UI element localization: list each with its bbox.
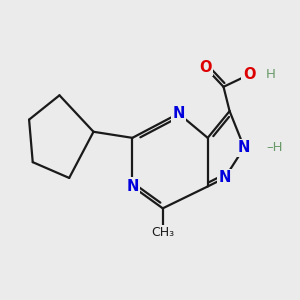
- Text: N: N: [218, 170, 231, 185]
- Text: N: N: [126, 179, 139, 194]
- Text: CH₃: CH₃: [151, 226, 174, 239]
- Text: O: O: [243, 67, 255, 82]
- Text: N: N: [238, 140, 250, 155]
- Text: –H: –H: [266, 141, 283, 154]
- Text: N: N: [172, 106, 185, 121]
- Text: O: O: [199, 60, 211, 75]
- Text: H: H: [266, 68, 276, 81]
